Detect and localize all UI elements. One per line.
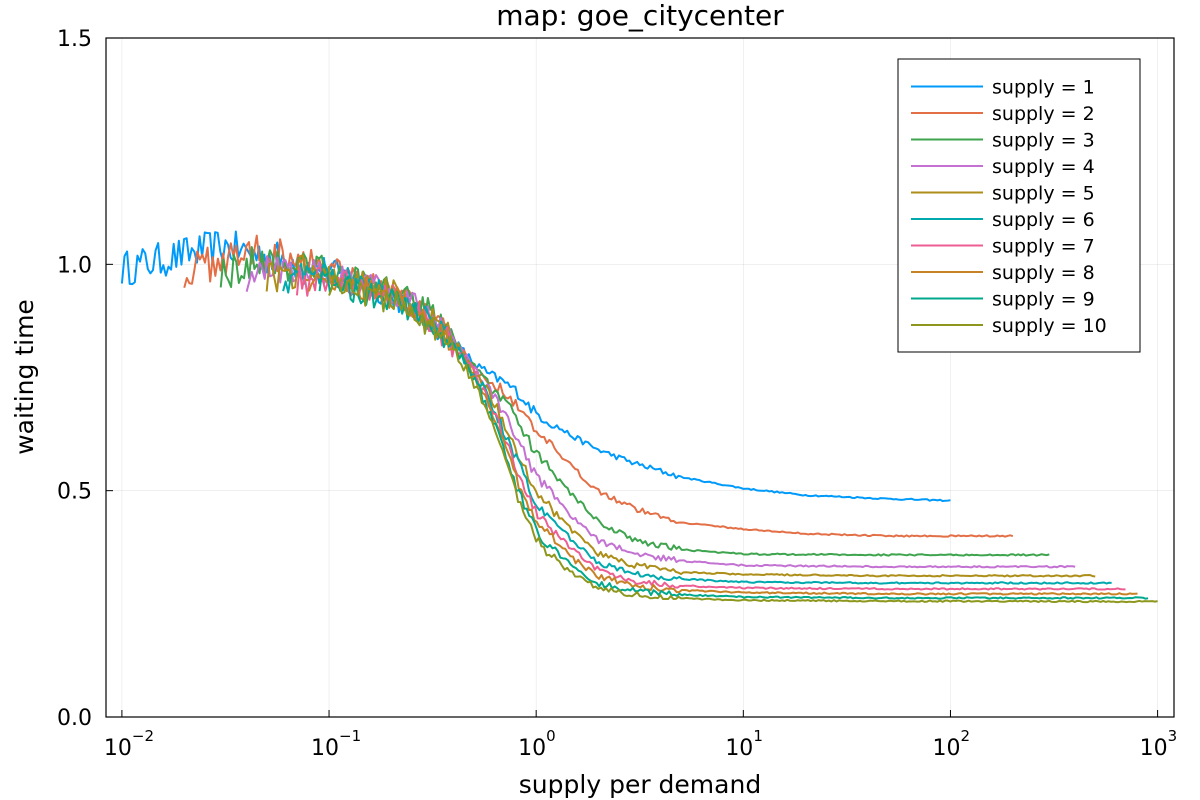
legend-entry: supply = 3 — [992, 130, 1095, 152]
x-tick-exponent: −2 — [132, 727, 154, 745]
y-axis-label: waiting time — [10, 299, 39, 455]
legend: supply = 1 supply = 2 supply = 3 supply = 4… — [897, 58, 1141, 353]
y-tick-label: 1.5 — [57, 27, 92, 52]
legend-entry: supply = 5 — [992, 183, 1095, 205]
legend-entry: supply = 6 — [992, 209, 1095, 231]
y-tick-label: 0.5 — [57, 480, 92, 505]
legend-box — [897, 58, 1141, 353]
legend-entry: supply = 9 — [992, 289, 1095, 311]
x-tick-exponent: 1 — [753, 727, 763, 745]
x-tick-exponent: 3 — [1168, 727, 1178, 745]
x-tick-label: 10 — [311, 736, 339, 761]
legend-entry: supply = 8 — [992, 262, 1095, 284]
x-tick-label: 10 — [725, 736, 753, 761]
legend-entry: supply = 2 — [992, 103, 1095, 125]
x-tick-label: 10 — [932, 736, 960, 761]
legend-entry: supply = 4 — [992, 156, 1095, 178]
plot-frame — [105, 37, 1175, 718]
legend-entry: supply = 10 — [992, 315, 1107, 337]
x-tick-label: 10 — [518, 736, 546, 761]
ticks: 10 −2 10 −1 10 0 10 1 10 2 10 30.00.51.01.5 — [57, 27, 1177, 761]
y-tick-label: 0.0 — [57, 706, 92, 731]
x-tick-exponent: 0 — [546, 727, 556, 745]
x-tick-exponent: 2 — [960, 727, 970, 745]
x-tick-exponent: −1 — [339, 727, 361, 745]
legend-entry: supply = 7 — [992, 236, 1095, 258]
y-tick-label: 1.0 — [57, 253, 92, 278]
series-line-3 — [219, 246, 1050, 557]
x-tick-label: 10 — [1140, 736, 1168, 761]
series-line-5 — [265, 254, 1096, 578]
series-line-1 — [120, 230, 951, 503]
legend-entry: supply = 1 — [992, 77, 1095, 99]
series-line-8 — [308, 273, 1138, 596]
chart-title: map: goe_citycenter — [496, 0, 784, 32]
x-axis-label: supply per demand — [519, 770, 761, 799]
x-tick-label: 10 — [104, 736, 132, 761]
series-line-10 — [328, 274, 1158, 604]
series-lines — [120, 230, 1158, 604]
